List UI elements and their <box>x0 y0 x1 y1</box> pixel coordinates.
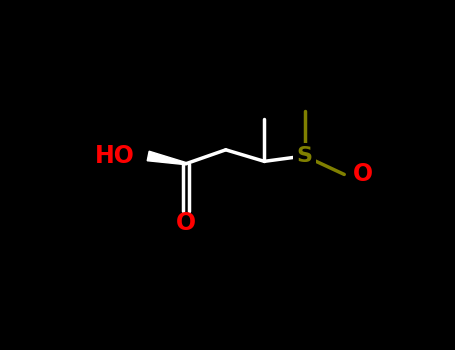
Text: O: O <box>176 211 196 235</box>
Polygon shape <box>147 151 186 165</box>
Text: O: O <box>353 162 373 187</box>
Text: HO: HO <box>95 144 135 168</box>
Text: S: S <box>297 146 313 166</box>
